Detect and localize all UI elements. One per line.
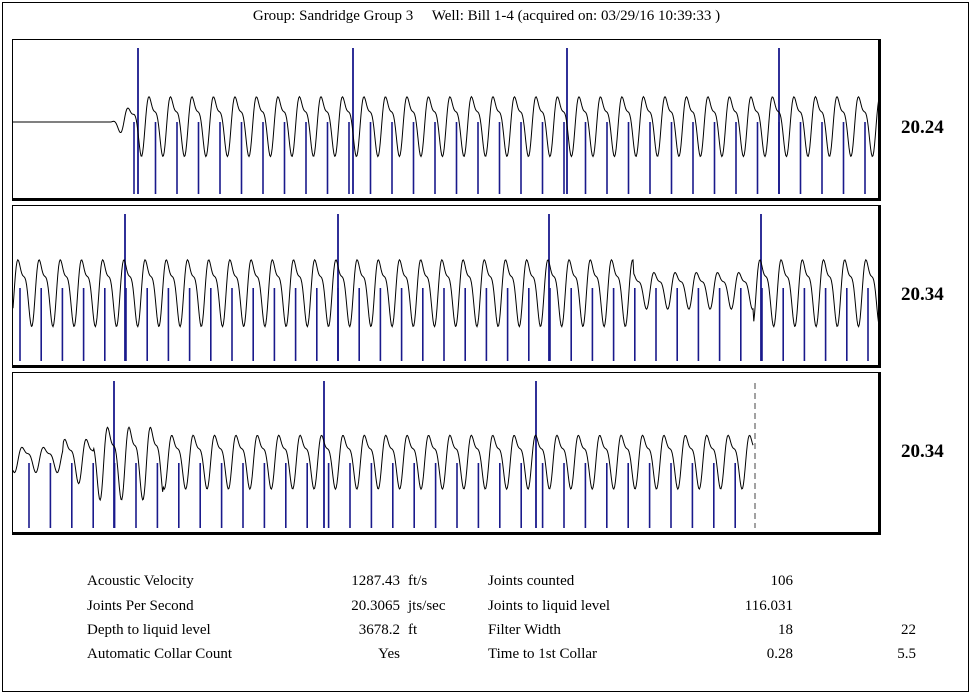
chart-header: Group: Sandridge Group 3 Well: Bill 1-4 … <box>252 8 721 24</box>
trace-panel-2 <box>12 205 881 368</box>
joints-to-liquid-value: 116.031 <box>744 598 793 614</box>
acoustic-trace-1 <box>13 95 878 158</box>
acoustic-velocity-label: Acoustic Velocity <box>87 573 194 589</box>
well-label: Well: <box>431 8 464 24</box>
trace-panel-1 <box>12 39 881 201</box>
depth-to-liquid-value: 3678.2 <box>358 622 400 638</box>
auto-collar-count-value: Yes <box>378 646 400 662</box>
joints-to-liquid-label: Joints to liquid level <box>488 598 611 614</box>
trace-plot-1 <box>13 48 878 194</box>
panel-2-rate: 20.34 <box>901 284 944 305</box>
depth-to-liquid-unit: ft <box>408 622 418 638</box>
panel-3-rate: 20.34 <box>901 441 944 462</box>
filter-width-value: 18 <box>778 622 793 638</box>
joints-per-second-unit: jts/sec <box>408 598 446 614</box>
acoustic-trace-3 <box>13 426 754 502</box>
trace-panel-3 <box>12 372 881 535</box>
acquired-label: acquired on: <box>522 8 598 24</box>
time-to-first-collar-label: Time to 1st Collar <box>488 646 598 662</box>
joints-per-second-value: 20.3065 <box>351 598 400 614</box>
joints-counted-value: 106 <box>770 573 794 589</box>
time-to-first-collar-value: 0.28 <box>766 646 793 662</box>
acquired-timestamp: 03/29/16 10:39:33 <box>600 8 712 24</box>
auto-collar-count-label: Automatic Collar Count <box>87 646 232 662</box>
filter-width-label: Filter Width <box>488 622 561 638</box>
time-to-first-collar-value-2: 5.5 <box>897 646 916 662</box>
depth-to-liquid-label: Depth to liquid level <box>87 622 211 638</box>
acoustic-trace-2 <box>13 258 878 328</box>
well-name: Bill 1-4 <box>467 8 514 24</box>
trace-plot-3 <box>13 381 756 528</box>
joints-per-second-label: Joints Per Second <box>87 598 194 614</box>
acoustic-velocity-unit: ft/s <box>408 573 428 589</box>
trace-plot-2 <box>13 214 878 361</box>
panel-1-rate: 20.24 <box>901 117 944 138</box>
group-name: Sandridge Group 3 <box>299 8 414 24</box>
collar-markers-3 <box>28 381 737 528</box>
acoustic-velocity-value: 1287.43 <box>351 573 400 589</box>
joints-counted-label: Joints counted <box>488 573 575 589</box>
group-label: Group: <box>252 8 296 24</box>
filter-width-value-2: 22 <box>901 622 916 638</box>
collar-markers-2 <box>19 214 869 361</box>
